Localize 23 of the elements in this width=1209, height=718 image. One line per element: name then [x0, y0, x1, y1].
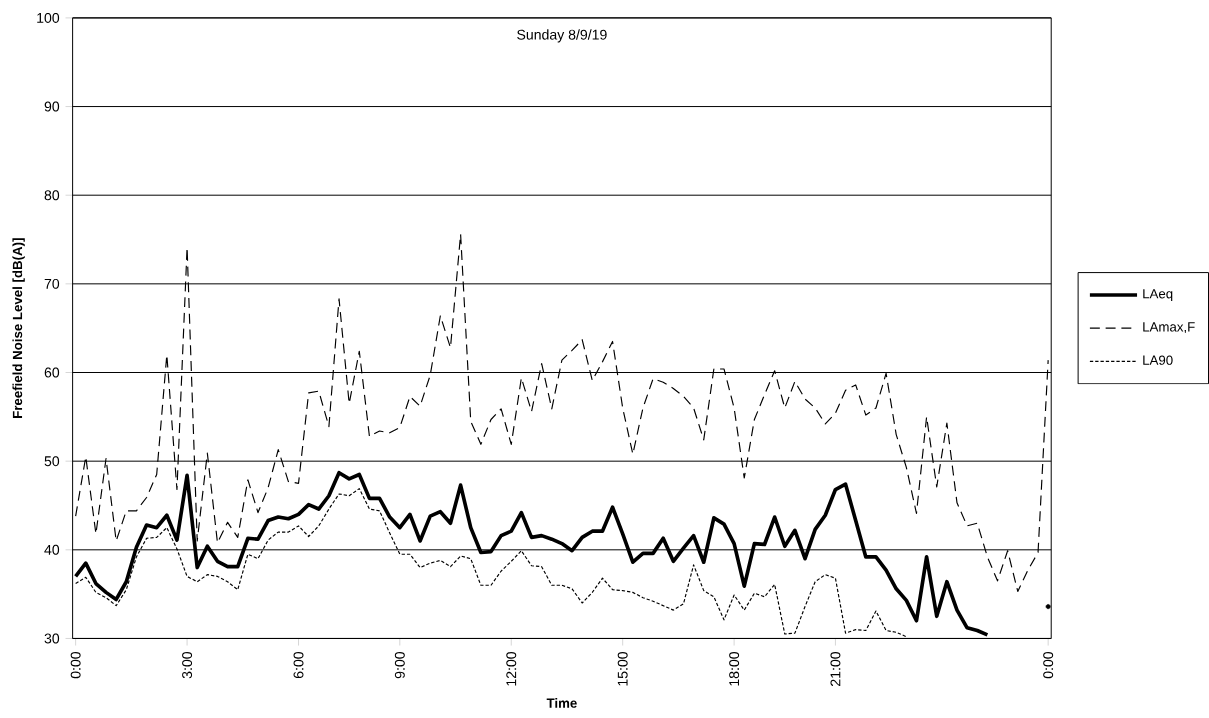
x-tick-label: 21:00	[830, 651, 841, 686]
x-tick-label: 0:00	[1043, 651, 1054, 679]
legend-label: LAeq	[1143, 289, 1173, 302]
y-axis-title: Freefield Noise Level [dB(A)]	[12, 238, 25, 418]
y-tick-label: 50	[44, 456, 60, 467]
y-tick-label: 30	[44, 633, 60, 644]
y-tick-label: 60	[44, 367, 60, 378]
y-tick-label: 100	[37, 12, 60, 23]
x-tick-label: 6:00	[293, 651, 304, 679]
text: Sunday 8/9/19	[517, 29, 607, 43]
y-tick-label: 80	[44, 190, 60, 201]
legend-label: LAmax,F	[1143, 322, 1195, 334]
x-tick-label: 15:00	[617, 651, 628, 686]
y-tick-label: 40	[44, 544, 60, 555]
y-tick-label: 90	[44, 101, 60, 112]
legend-label: LA90	[1143, 355, 1173, 365]
x-tick-label: 12:00	[506, 651, 517, 686]
x-tick-label: 9:00	[394, 651, 405, 679]
x-tick-label: 0:00	[70, 651, 81, 679]
x-axis-title: Time	[546, 698, 577, 708]
x-tick-label: 18:00	[729, 651, 740, 686]
x-tick-label: 3:00	[182, 651, 193, 679]
y-tick-label: 70	[44, 278, 60, 289]
